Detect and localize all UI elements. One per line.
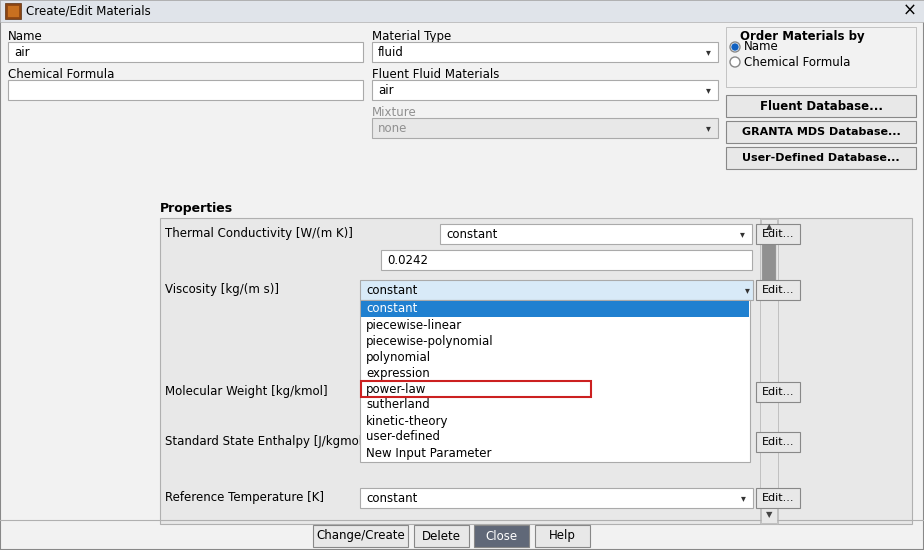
Text: New Input Parameter: New Input Parameter xyxy=(366,447,492,459)
Text: Fluent Database...: Fluent Database... xyxy=(760,100,882,113)
Text: Help: Help xyxy=(549,530,576,542)
Text: air: air xyxy=(14,46,30,58)
Text: ▲: ▲ xyxy=(766,223,772,232)
Text: Chemical Formula: Chemical Formula xyxy=(8,68,115,81)
Bar xyxy=(414,525,469,547)
Text: ▾: ▾ xyxy=(706,123,711,133)
Text: polynomial: polynomial xyxy=(366,350,432,364)
Text: ▾: ▾ xyxy=(706,47,711,57)
Text: piecewise-linear: piecewise-linear xyxy=(366,318,462,332)
Text: ×: × xyxy=(903,2,917,20)
Text: Edit...: Edit... xyxy=(761,229,795,239)
Text: Create/Edit Materials: Create/Edit Materials xyxy=(26,4,151,18)
Bar xyxy=(381,250,752,270)
Text: Chemical Formula: Chemical Formula xyxy=(744,56,850,69)
Text: ▾: ▾ xyxy=(740,493,746,503)
Bar xyxy=(761,507,777,523)
Text: constant: constant xyxy=(366,302,418,316)
Text: Molecular Weight [kg/kmol]: Molecular Weight [kg/kmol] xyxy=(165,386,328,399)
Bar xyxy=(313,525,408,547)
Bar xyxy=(361,381,591,397)
Text: Standard State Enthalpy [J/kgmol]: Standard State Enthalpy [J/kgmol] xyxy=(165,436,367,448)
Bar xyxy=(535,525,590,547)
Bar xyxy=(756,224,800,244)
Bar xyxy=(160,218,912,524)
Text: Material Type: Material Type xyxy=(372,30,451,43)
Bar xyxy=(762,235,776,295)
Text: piecewise-polynomial: piecewise-polynomial xyxy=(366,334,493,348)
Bar xyxy=(726,95,916,117)
Text: kinetic-theory: kinetic-theory xyxy=(366,415,448,427)
Bar xyxy=(756,488,800,508)
Bar xyxy=(440,224,752,244)
Text: 0.0242: 0.0242 xyxy=(387,254,428,267)
Circle shape xyxy=(732,44,738,50)
Text: Name: Name xyxy=(744,41,779,53)
Text: Edit...: Edit... xyxy=(761,285,795,295)
Text: expression: expression xyxy=(366,366,430,379)
Text: constant: constant xyxy=(366,283,418,296)
Text: ▾: ▾ xyxy=(739,229,745,239)
Bar xyxy=(5,3,21,19)
Circle shape xyxy=(730,42,740,52)
Text: air: air xyxy=(378,84,394,96)
Text: ▾: ▾ xyxy=(745,285,749,295)
Text: Edit...: Edit... xyxy=(761,493,795,503)
Bar xyxy=(761,219,777,235)
Bar xyxy=(726,121,916,143)
Text: Fluent Fluid Materials: Fluent Fluid Materials xyxy=(372,68,499,81)
Bar xyxy=(372,42,718,62)
Text: Edit...: Edit... xyxy=(761,387,795,397)
Text: User-Defined Database...: User-Defined Database... xyxy=(742,153,900,163)
Text: Delete: Delete xyxy=(422,530,461,542)
Text: Properties: Properties xyxy=(160,202,233,215)
Text: Name: Name xyxy=(8,30,43,43)
Text: Edit...: Edit... xyxy=(761,437,795,447)
Bar xyxy=(8,80,363,100)
Bar xyxy=(756,432,800,452)
Bar xyxy=(760,218,778,524)
Text: user-defined: user-defined xyxy=(366,431,440,443)
Text: Mixture: Mixture xyxy=(372,106,417,119)
Text: power-law: power-law xyxy=(366,382,426,395)
Text: Thermal Conductivity [W/(m K)]: Thermal Conductivity [W/(m K)] xyxy=(165,228,353,240)
Bar xyxy=(361,301,749,317)
Text: none: none xyxy=(378,122,407,135)
Circle shape xyxy=(730,57,740,67)
Bar xyxy=(372,118,718,138)
Bar xyxy=(7,5,19,17)
Bar xyxy=(360,280,753,300)
Bar xyxy=(372,80,718,100)
Text: constant: constant xyxy=(366,492,418,504)
Text: fluid: fluid xyxy=(378,46,404,58)
Text: constant: constant xyxy=(446,228,497,240)
Text: GRANTA MDS Database...: GRANTA MDS Database... xyxy=(742,127,900,137)
Bar xyxy=(756,280,800,300)
Text: Change/Create: Change/Create xyxy=(316,530,405,542)
Bar xyxy=(360,488,753,508)
Bar xyxy=(474,525,529,547)
Text: Close: Close xyxy=(485,530,517,542)
Bar xyxy=(726,27,916,87)
Text: Order Materials by: Order Materials by xyxy=(740,30,865,43)
Text: sutherland: sutherland xyxy=(366,399,430,411)
Text: Reference Temperature [K]: Reference Temperature [K] xyxy=(165,492,324,504)
Text: ▾: ▾ xyxy=(706,85,711,95)
Text: ▼: ▼ xyxy=(766,510,772,520)
Bar xyxy=(726,147,916,169)
Bar xyxy=(360,300,750,462)
Bar xyxy=(8,42,363,62)
Bar xyxy=(0,0,924,22)
Bar xyxy=(756,382,800,402)
Text: Viscosity [kg/(m s)]: Viscosity [kg/(m s)] xyxy=(165,283,279,296)
